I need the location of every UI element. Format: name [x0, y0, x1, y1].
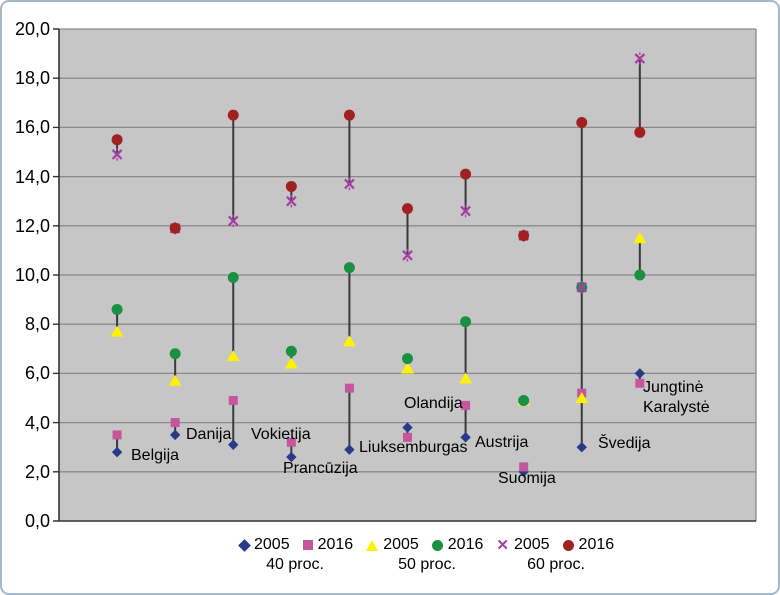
- marker-triangle: [110, 325, 124, 337]
- marker-square: [286, 437, 296, 447]
- y-axis-tick-label: 4,0: [24, 412, 50, 433]
- legend-entry-label: 2005: [383, 536, 419, 553]
- legend-group-label: 60 proc.: [527, 556, 585, 573]
- chart-legend: 2005 2016 2005 2016 ✕ 2005 2016: [238, 536, 615, 554]
- marker-circle: [460, 316, 472, 328]
- marker-circle: [634, 269, 646, 281]
- marker-circle: [285, 180, 297, 192]
- marker-circle: [169, 348, 181, 360]
- marker-diamond: [286, 451, 297, 463]
- marker-diamond: [344, 444, 355, 455]
- legend-group-label: 40 proc.: [266, 556, 324, 573]
- marker-square: [228, 395, 238, 405]
- marker-circle: [518, 230, 530, 242]
- legend-group-label: 50 proc.: [398, 556, 456, 573]
- y-axis-tick-label: 10,0: [14, 265, 50, 285]
- y-axis-tick-label: 8,0: [24, 314, 50, 335]
- marker-triangle: [342, 335, 356, 347]
- marker-x: [402, 250, 413, 261]
- legend-entry-label: 2016: [578, 536, 615, 553]
- marker-x: [227, 215, 239, 227]
- marker-circle: [227, 109, 239, 121]
- marker-triangle: [459, 372, 473, 384]
- legend-entry-circle: 2016: [562, 536, 615, 554]
- legend-entry-label: 2005: [254, 536, 290, 553]
- marker-circle: [343, 262, 355, 274]
- marker-triangle: [633, 232, 647, 244]
- marker-diamond: [634, 368, 646, 379]
- legend-entry-circle: 2016: [431, 536, 484, 554]
- marker-triangle: [226, 350, 240, 362]
- marker-x: [634, 53, 646, 64]
- marker-x: [111, 149, 123, 160]
- y-axis-tick-label: 16,0: [14, 117, 50, 138]
- country-label-austrija: Austrija: [475, 434, 529, 451]
- marker-diamond: [111, 446, 123, 458]
- marker-x: [576, 281, 588, 293]
- y-axis-tick-label: 14,0: [14, 166, 50, 187]
- legend-entry-x: ✕ 2005: [496, 536, 549, 554]
- marker-circle: [634, 126, 646, 138]
- marker-circle: [402, 353, 413, 365]
- y-axis-tick-label: 2,0: [24, 461, 50, 482]
- marker-circle: [227, 271, 239, 283]
- circle-icon: [431, 539, 443, 551]
- marker-circle: [460, 168, 472, 180]
- legend-entry-label: 2016: [317, 536, 354, 553]
- marker-diamond: [169, 429, 181, 441]
- y-axis-tick-label: 0,0: [24, 511, 50, 531]
- marker-square: [112, 430, 122, 440]
- country-label-jungtin-karalyst-: Jungtinė Karalystė: [643, 379, 710, 416]
- country-label-suomija: Suomija: [498, 470, 556, 487]
- marker-diamond: [460, 432, 471, 443]
- marker-circle: [285, 345, 297, 357]
- country-label-pranc-zija: Prancūzija: [283, 460, 358, 477]
- triangle-icon: [366, 539, 379, 551]
- marker-square: [519, 462, 529, 472]
- marker-square: [344, 383, 354, 393]
- marker-triangle: [575, 392, 589, 403]
- legend-entry-label: 2016: [447, 536, 484, 553]
- legend-entry-label: 2005: [513, 536, 550, 553]
- marker-circle: [576, 116, 588, 128]
- marker-circle: [111, 134, 123, 146]
- circle-icon: [562, 539, 574, 551]
- country-label-vokietija: Vokietija: [251, 426, 311, 443]
- marker-circle: [111, 303, 123, 315]
- marker-square: [403, 432, 412, 442]
- marker-circle: [343, 109, 355, 121]
- marker-circle: [518, 394, 530, 406]
- diamond-icon: [238, 538, 251, 552]
- marker-square: [635, 378, 645, 388]
- marker-diamond: [576, 442, 587, 453]
- square-icon: [302, 540, 313, 550]
- marker-circle: [169, 222, 181, 234]
- marker-diamond: [228, 439, 239, 450]
- marker-triangle: [401, 362, 414, 374]
- marker-x: [286, 195, 297, 207]
- legend-entry-triangle: 2005: [366, 536, 419, 554]
- legend-entry-diamond: 2005: [238, 536, 290, 554]
- marker-triangle: [168, 374, 182, 386]
- legend-entry-square: 2016: [302, 536, 354, 554]
- marker-square: [461, 400, 471, 410]
- y-axis-tick-label: 12,0: [14, 215, 50, 236]
- country-label--vedija: Švedija: [598, 435, 651, 452]
- y-axis-tick-label: 6,0: [24, 363, 50, 384]
- country-label-belgija: Belgija: [131, 447, 180, 464]
- marker-triangle: [284, 357, 298, 369]
- y-axis-tick-label: 18,0: [14, 68, 50, 89]
- country-label-danija: Danija: [186, 426, 232, 443]
- marker-x: [460, 205, 471, 217]
- x-icon: ✕: [496, 536, 509, 554]
- marker-diamond: [402, 422, 413, 433]
- country-label-liuksemburgas: Liuksemburgas: [359, 439, 468, 456]
- country-label-olandija: Olandija: [404, 395, 463, 412]
- marker-square: [170, 418, 180, 428]
- marker-circle: [402, 203, 413, 215]
- y-axis-tick-label: 20,0: [14, 19, 50, 39]
- marker-x: [344, 178, 355, 190]
